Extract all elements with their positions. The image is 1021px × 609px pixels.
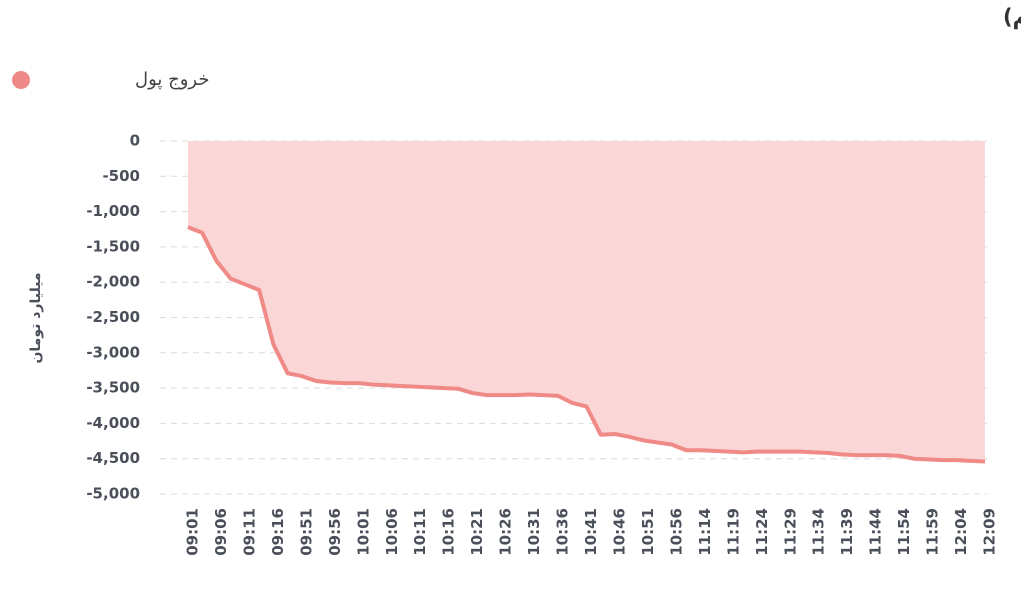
x-tick-label: 09:56 <box>326 508 344 556</box>
y-tick-label: -1,000 <box>86 202 140 220</box>
x-tick-label: 12:09 <box>981 508 999 556</box>
x-tick-label: 10:01 <box>354 508 372 556</box>
x-tick-label: 10:11 <box>411 508 429 556</box>
x-tick-label: 11:24 <box>753 508 771 556</box>
x-tick-label: 12:04 <box>952 508 970 556</box>
x-tick-label: 10:06 <box>383 508 401 556</box>
x-tick-label: 11:39 <box>838 508 856 556</box>
x-tick-label: 09:51 <box>297 508 315 556</box>
x-tick-label: 09:16 <box>269 508 287 556</box>
x-tick-label: 10:36 <box>554 508 572 556</box>
y-tick-label: -2,500 <box>86 308 140 326</box>
x-tick-label: 11:14 <box>696 508 714 556</box>
legend-label[interactable]: خروج پول <box>135 69 209 90</box>
y-tick-label: -3,000 <box>86 343 140 361</box>
y-tick-label: -4,500 <box>86 449 140 467</box>
line <box>187 225 986 464</box>
y-tick-label: -1,500 <box>86 237 140 255</box>
x-tick-label: 10:46 <box>610 508 628 556</box>
x-tick-label: 11:19 <box>724 508 742 556</box>
x-tick-label: 09:06 <box>212 508 230 556</box>
x-tick-label: 10:16 <box>440 508 458 556</box>
x-tick-label: 11:29 <box>781 508 799 556</box>
legend-marker[interactable] <box>12 71 30 89</box>
x-tick-label: 10:56 <box>667 508 685 556</box>
x-tick-label: 11:44 <box>867 508 885 556</box>
y-tick-label: -3,500 <box>86 379 140 397</box>
x-tick-label: 11:54 <box>895 508 913 556</box>
area <box>188 141 985 462</box>
x-tick-label: 10:51 <box>639 508 657 556</box>
x-tick-label: 10:41 <box>582 508 600 556</box>
chart-title: روند تغییر مالکیت حقیقی (سهام و حق تقدم) <box>1003 5 1021 29</box>
y-tick-label: -500 <box>102 167 140 185</box>
y-axis-title: میلیارد تومان <box>28 272 44 363</box>
x-tick-label: 09:01 <box>184 508 202 556</box>
y-tick-label: 0 <box>130 132 140 150</box>
x-tick-label: 11:34 <box>810 508 828 556</box>
x-tick-label: 10:26 <box>497 508 515 556</box>
x-tick-label: 11:59 <box>924 508 942 556</box>
y-tick-label: -5,000 <box>86 485 140 503</box>
y-tick-label: -2,000 <box>86 273 140 291</box>
x-tick-label: 10:21 <box>468 508 486 556</box>
x-tick-label: 09:11 <box>240 508 258 556</box>
y-tick-label: -4,000 <box>86 414 140 432</box>
x-tick-label: 10:31 <box>525 508 543 556</box>
